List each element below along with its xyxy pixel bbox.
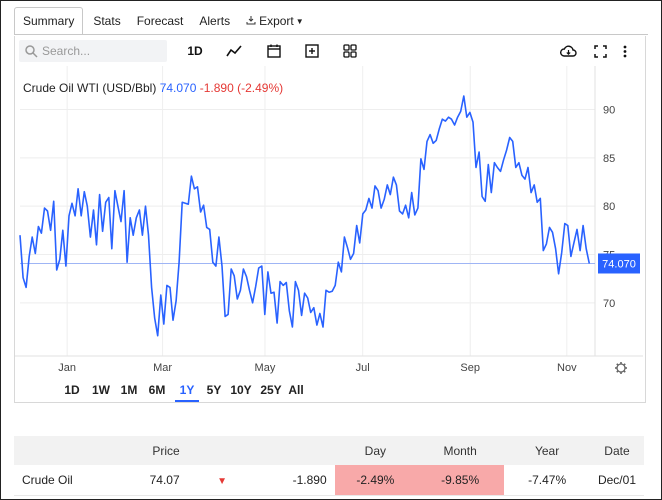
price-chart: 7075808590JanMarMayJulSepNov74.070 bbox=[15, 66, 643, 374]
column-header-date: Date bbox=[589, 436, 644, 465]
cloud-download-icon[interactable] bbox=[557, 40, 579, 62]
chevron-down-icon: ▼ bbox=[295, 16, 304, 26]
cell-change: -1.890 bbox=[235, 465, 335, 496]
x-tick-label: Nov bbox=[557, 362, 577, 374]
chart-legend: Crude Oil WTI (USD/Bbl) 74.070 -1.890 (-… bbox=[23, 81, 283, 95]
legend-symbol: Crude Oil WTI (USD/Bbl) bbox=[23, 81, 157, 95]
last-value-label: 74.070 bbox=[602, 258, 636, 270]
chart-panel bbox=[14, 36, 646, 403]
fullscreen-icon[interactable] bbox=[591, 40, 609, 62]
interval-button[interactable]: 1D bbox=[187, 44, 203, 58]
range-5y[interactable]: 5Y bbox=[206, 383, 222, 397]
download-icon bbox=[246, 15, 256, 28]
range-10y[interactable]: 10Y bbox=[230, 383, 252, 397]
column-header-year: Year bbox=[504, 436, 590, 465]
range-25y[interactable]: 25Y bbox=[260, 383, 282, 397]
cell-date: Dec/01 bbox=[589, 465, 644, 496]
cell-month: -9.85% bbox=[416, 465, 505, 496]
column-header bbox=[14, 436, 108, 465]
legend-change: -1.890 (-2.49%) bbox=[199, 81, 284, 95]
legend-value: 74.070 bbox=[159, 81, 197, 95]
column-header-month: Month bbox=[416, 436, 505, 465]
tab-stats[interactable]: Stats bbox=[93, 14, 121, 28]
chart-toolbar: Search... 1D bbox=[15, 38, 643, 64]
y-tick-label: 90 bbox=[603, 105, 615, 117]
tab-summary[interactable]: Summary bbox=[14, 7, 84, 35]
tab-bar: Summary Stats Forecast Alerts Export ▼ bbox=[14, 6, 314, 36]
x-tick-label: May bbox=[255, 362, 276, 374]
range-selector: 1D 1W 1M 6M 1Y 5Y 10Y 25Y All bbox=[15, 380, 304, 402]
x-tick-label: Sep bbox=[460, 362, 480, 374]
range-6m[interactable]: 6M bbox=[148, 383, 166, 397]
search-placeholder: Search... bbox=[42, 44, 91, 58]
range-all[interactable]: All bbox=[288, 383, 304, 397]
column-header bbox=[235, 436, 335, 465]
more-icon[interactable] bbox=[619, 40, 631, 62]
x-tick-label: Mar bbox=[153, 362, 172, 374]
search-icon bbox=[25, 44, 38, 58]
range-1y[interactable]: 1Y bbox=[175, 380, 199, 402]
column-header bbox=[187, 436, 236, 465]
search-input[interactable]: Search... bbox=[19, 40, 167, 62]
quote-table: Price Day Month Year Date Crude Oil 74.0… bbox=[14, 436, 644, 496]
column-header-day: Day bbox=[334, 436, 417, 465]
tab-alerts[interactable]: Alerts bbox=[199, 14, 231, 28]
range-1w[interactable]: 1W bbox=[92, 383, 110, 397]
line-chart-icon[interactable] bbox=[223, 40, 245, 62]
tab-forecast[interactable]: Forecast bbox=[136, 14, 184, 28]
y-tick-label: 80 bbox=[603, 201, 615, 213]
add-compare-icon[interactable] bbox=[302, 40, 322, 62]
y-tick-label: 70 bbox=[603, 298, 615, 310]
range-1m[interactable]: 1M bbox=[120, 383, 138, 397]
cell-price: 74.07 bbox=[107, 465, 188, 496]
calendar-icon[interactable] bbox=[264, 40, 284, 62]
column-header-price: Price bbox=[107, 436, 188, 465]
series-line bbox=[19, 95, 591, 337]
y-tick-label: 85 bbox=[603, 153, 615, 165]
cell-day: -2.49% bbox=[334, 465, 417, 496]
tab-divider bbox=[14, 34, 648, 35]
x-tick-label: Jul bbox=[356, 362, 370, 374]
cell-year: -7.47% bbox=[504, 465, 590, 496]
indicators-icon[interactable] bbox=[340, 40, 360, 62]
tab-export[interactable]: Export ▼ bbox=[240, 8, 310, 34]
range-1d[interactable]: 1D bbox=[64, 383, 80, 397]
table-row[interactable]: Crude Oil 74.07 ▼ -1.890 -2.49% -9.85% -… bbox=[14, 465, 644, 496]
down-triangle-icon: ▼ bbox=[187, 465, 236, 496]
tab-export-label: Export bbox=[259, 14, 294, 28]
last-value-badge bbox=[598, 253, 640, 274]
gear-icon[interactable] bbox=[615, 362, 627, 374]
cell-name[interactable]: Crude Oil bbox=[14, 465, 108, 496]
table-header-row: Price Day Month Year Date bbox=[14, 436, 644, 465]
x-tick-label: Jan bbox=[58, 362, 76, 374]
